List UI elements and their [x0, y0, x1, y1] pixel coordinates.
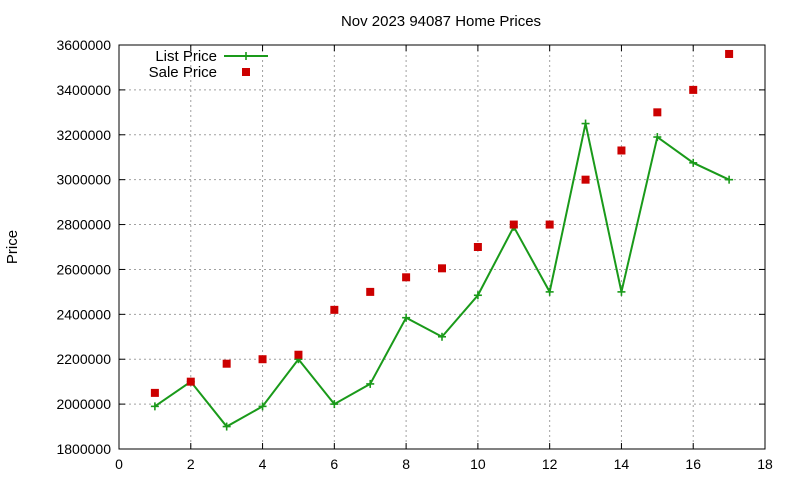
chart-title: Nov 2023 94087 Home Prices [341, 13, 541, 30]
sale-price-point [653, 108, 662, 117]
sale-price-point [617, 146, 626, 155]
list-price-point [402, 313, 411, 322]
list-price-point [725, 175, 734, 184]
list-price-point [653, 133, 662, 142]
plot-border [118, 44, 766, 450]
sale-price-point [366, 287, 375, 296]
y-tick-label: 2200000 [56, 351, 111, 367]
sale-price-point [509, 220, 518, 229]
y-tick-label: 3400000 [56, 82, 111, 98]
sale-price-point [545, 220, 554, 229]
sale-price-point [725, 49, 734, 58]
axes [118, 44, 766, 450]
y-tick-label: 2800000 [56, 217, 111, 233]
plot-area [150, 49, 734, 431]
y-tick-label: 2400000 [56, 306, 111, 322]
sale-price-point [150, 388, 159, 397]
tick-labels: 0 2 4 6 8 10 12 14 16 18 1800000 2000000 2200000 2400… [56, 37, 773, 472]
x-tick-label: 2 [187, 456, 195, 472]
series-sale-price [150, 49, 734, 397]
y-tick-label: 2000000 [56, 396, 111, 412]
list-price-point [330, 400, 339, 409]
y-tick-label: 1800000 [56, 441, 111, 457]
legend-sale-price-marker [242, 68, 250, 76]
legend-label: Sale Price [149, 64, 217, 81]
sale-price-point [258, 355, 267, 364]
y-tick-label: 3000000 [56, 172, 111, 188]
sale-price-point [689, 85, 698, 94]
y-tick-label: 3200000 [56, 127, 111, 143]
grid-lines [119, 45, 765, 449]
sale-price-point [402, 273, 411, 282]
list-price-point [473, 291, 482, 300]
list-price-point [689, 158, 698, 167]
x-tick-label: 0 [115, 456, 123, 472]
list-price-point [545, 287, 554, 296]
x-tick-label: 18 [757, 456, 773, 472]
legend-list-price-marker [242, 52, 250, 60]
list-price-point [617, 287, 626, 296]
list-price-point [150, 402, 159, 411]
x-tick-label: 16 [685, 456, 701, 472]
sale-price-point [222, 359, 231, 368]
y-axis-label: Price [4, 230, 21, 264]
y-tick-label: 3600000 [56, 37, 111, 53]
sale-price-point [473, 243, 482, 251]
x-tick-label: 8 [402, 456, 410, 472]
sale-price-point [581, 175, 590, 184]
list-price-point [366, 379, 375, 388]
legend-label: List Price [155, 48, 217, 65]
x-tick-label: 10 [470, 456, 486, 472]
list-price-point [581, 119, 590, 128]
sale-price-point [438, 264, 446, 273]
x-tick-label: 14 [614, 456, 630, 472]
sale-price-point [186, 377, 195, 386]
list-price-point [258, 402, 267, 411]
sale-price-point [294, 350, 303, 359]
list-price-point [222, 422, 231, 431]
x-tick-label: 6 [330, 456, 338, 472]
list-price-point [438, 332, 446, 341]
x-tick-label: 4 [259, 456, 267, 472]
sale-price-point [330, 305, 339, 314]
x-tick-label: 12 [542, 456, 558, 472]
y-tick-label: 2600000 [56, 261, 111, 277]
